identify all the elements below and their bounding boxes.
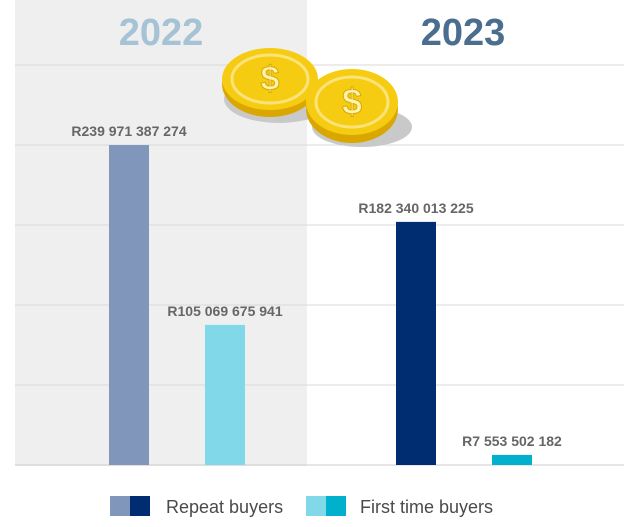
legend-swatch-repeat-2022 xyxy=(110,496,130,516)
legend-swatch-repeat-2023 xyxy=(130,496,150,516)
svg-text:$: $ xyxy=(342,81,362,122)
legend: Repeat buyers First time buyers xyxy=(110,496,493,517)
bar-2022-first-time-buyers xyxy=(205,324,245,465)
group-label-2022: 2022 xyxy=(119,12,204,54)
coin-icon-front: $ xyxy=(306,69,412,147)
bars xyxy=(109,145,532,465)
legend-label-first: First time buyers xyxy=(360,497,493,517)
bar-2023-first-time-buyers xyxy=(492,454,532,465)
value-labels: R239 971 387 274 R105 069 675 941 R182 340… xyxy=(71,123,562,449)
svg-text:$: $ xyxy=(261,60,280,98)
legend-swatch-first-2023 xyxy=(326,496,346,516)
value-label: R239 971 387 274 xyxy=(71,123,186,139)
legend-label-repeat: Repeat buyers xyxy=(166,497,283,517)
value-label: R7 553 502 182 xyxy=(462,433,562,449)
legend-swatch-first-2022 xyxy=(306,496,326,516)
bar-2022-repeat-buyers xyxy=(109,145,149,465)
group-label-2023: 2023 xyxy=(421,12,506,54)
bar-2023-repeat-buyers xyxy=(396,221,436,465)
coin-icon: $ $ xyxy=(222,48,412,147)
value-label: R182 340 013 225 xyxy=(358,200,473,216)
value-label: R105 069 675 941 xyxy=(167,303,282,319)
